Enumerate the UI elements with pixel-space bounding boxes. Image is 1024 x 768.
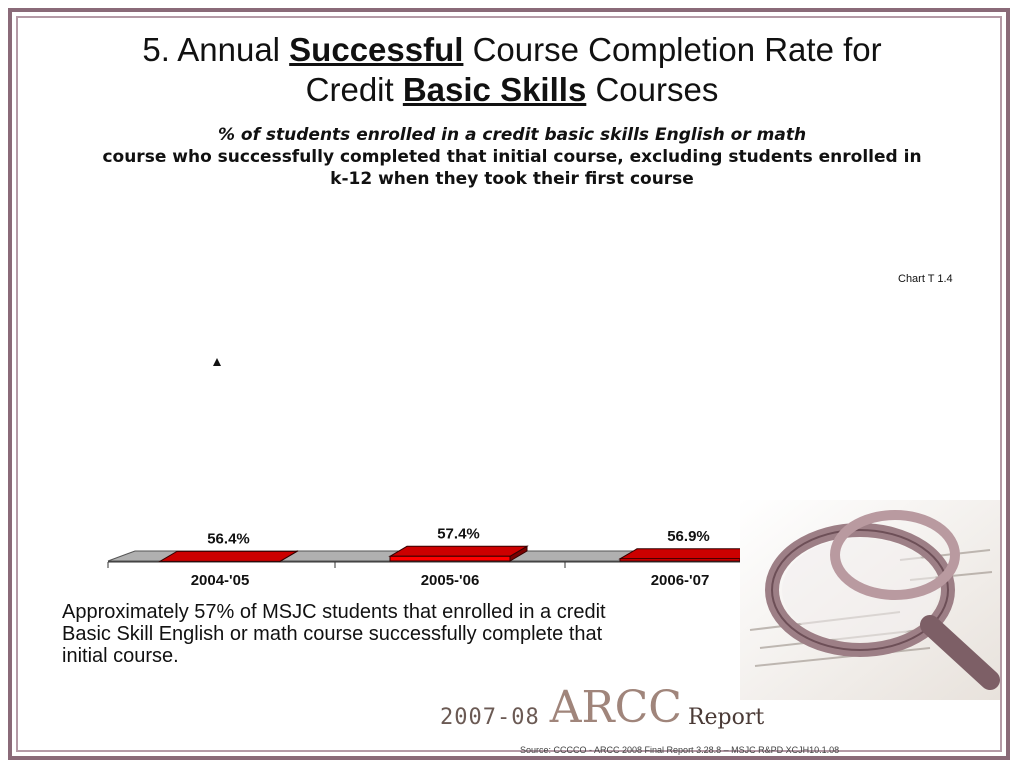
bar-top-1	[388, 545, 529, 557]
title-line2-suffix: Courses	[586, 71, 719, 108]
title-emphasis-successful: Successful	[289, 31, 464, 68]
cursor-marker	[213, 358, 221, 366]
logo-report: Report	[687, 705, 765, 730]
data-label-1: 57.4%	[437, 525, 480, 542]
logo-year: 2007-08	[440, 705, 540, 730]
category-label-0: 2004-'05	[191, 572, 250, 589]
logo-arcc: ARCC	[549, 682, 682, 733]
source-footnote: Source: CCCCO - ARCC 2008 Final Report 3…	[520, 745, 840, 755]
category-label-2: 2006-'07	[651, 572, 710, 589]
title-middle: Course Completion Rate for	[463, 31, 882, 68]
arcc-report-logo: 2007-08 ARCC Report	[440, 680, 765, 733]
subtitle-line-3: k-12 when they took their first course	[330, 169, 694, 189]
summary-text: Approximately 57% of MSJC students that …	[62, 601, 606, 667]
data-label-0: 56.4%	[207, 530, 250, 547]
inner-frame	[16, 16, 1002, 752]
subtitle-line-2: course who successfully completed that i…	[102, 147, 922, 167]
subtitle-line-1: % of students enrolled in a credit basic…	[217, 125, 807, 145]
chart-id-label: Chart T 1.4	[898, 273, 953, 285]
data-label-2: 56.9%	[667, 528, 710, 545]
slide-title: 5. Annual Successful Course Completion R…	[40, 30, 984, 110]
bar-1	[389, 555, 511, 562]
outer-frame	[8, 8, 1010, 760]
category-label-1: 2005-'06	[421, 572, 480, 589]
title-prefix: 5. Annual	[142, 31, 290, 68]
magnifying-glass-image	[700, 440, 1000, 705]
bar-top-0	[158, 550, 299, 562]
title-line2-prefix: Credit	[305, 71, 403, 108]
title-emphasis-basic-skills: Basic Skills	[402, 71, 587, 108]
slide-subtitle: % of students enrolled in a credit basic…	[40, 124, 984, 190]
